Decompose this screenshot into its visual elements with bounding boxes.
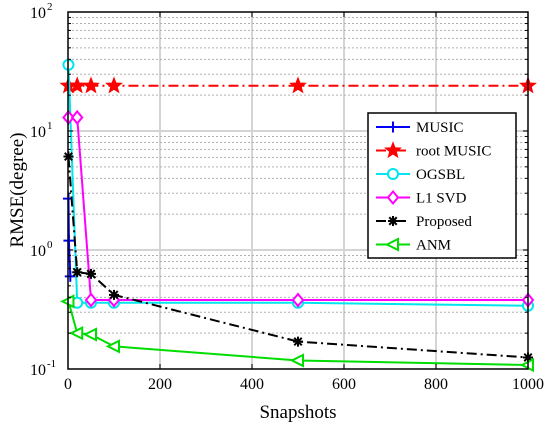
y-tick-exponent: 1 xyxy=(47,120,53,132)
y-tick-label: 10 xyxy=(30,362,46,379)
plot-frame xyxy=(67,11,529,370)
data-point-music xyxy=(63,235,75,247)
data-point-l1-svd xyxy=(84,292,98,308)
x-tick-label: 0 xyxy=(64,376,72,393)
legend-item-l1-svd: L1 SVD xyxy=(376,189,467,207)
x-tick-label: 600 xyxy=(332,376,356,393)
data-point-anm xyxy=(289,353,304,368)
legend-label: OGSBL xyxy=(416,167,465,183)
x-axis-title: Snapshots xyxy=(259,402,336,423)
legend-item-proposed: Proposed xyxy=(376,214,472,230)
data-point-anm xyxy=(68,326,84,341)
legend-label: ANM xyxy=(416,238,451,254)
y-tick-label: 10 xyxy=(30,243,46,260)
x-tick-label: 800 xyxy=(424,376,448,393)
legend-marker xyxy=(384,237,399,252)
y-tick-exponent: 0 xyxy=(47,239,53,251)
data-point-root-music xyxy=(105,76,123,94)
x-tick-label: 400 xyxy=(240,376,264,393)
legend-label: Proposed xyxy=(416,214,472,230)
series-line-proposed xyxy=(67,156,529,359)
data-point-root-music xyxy=(289,76,307,94)
y-tick-exponent: -1 xyxy=(47,358,56,370)
tick-marks xyxy=(67,11,529,370)
legend-label: L1 SVD xyxy=(416,191,467,207)
data-point-proposed xyxy=(109,289,119,300)
legend-item-music: MUSIC xyxy=(376,120,464,136)
data-point-proposed xyxy=(293,336,303,347)
data-point-proposed xyxy=(86,268,96,279)
legend-item-ogsbl: OGSBL xyxy=(376,167,465,183)
data-point-proposed xyxy=(72,267,83,278)
legend-item-root-music: root MUSIC xyxy=(376,141,491,160)
data-point-l1-svd xyxy=(291,292,305,308)
legend-marker xyxy=(384,141,402,159)
y-tick-label: 10 xyxy=(30,124,46,141)
legend-box xyxy=(367,112,517,259)
legend-label: root MUSIC xyxy=(416,144,491,160)
data-point-l1-svd xyxy=(70,109,84,126)
legend-marker xyxy=(387,168,399,180)
x-tick-labels: 0 200 400 600 800 1000 xyxy=(64,376,544,393)
legend-marker xyxy=(388,216,398,226)
legend: MUSIC root MUSIC OGSBL L1 SVD Proposed ANM xyxy=(367,112,517,259)
data-point-anm xyxy=(105,339,120,354)
x-tick-label: 200 xyxy=(148,376,172,393)
legend-label: MUSIC xyxy=(416,120,464,136)
series-anm xyxy=(60,294,534,373)
data-point-root-music xyxy=(82,76,100,94)
legend-item-anm: ANM xyxy=(376,237,451,254)
grid xyxy=(68,12,528,369)
legend-marker xyxy=(386,189,400,206)
legend-marker xyxy=(387,121,399,133)
y-tick-exponent: 2 xyxy=(47,1,53,13)
y-axis-title: RMSE(degree) xyxy=(7,132,28,247)
series-line-anm xyxy=(67,301,529,367)
x-tick-label: 1000 xyxy=(512,376,544,393)
data-point-anm xyxy=(82,327,97,342)
y-tick-label: 10 xyxy=(30,5,46,22)
